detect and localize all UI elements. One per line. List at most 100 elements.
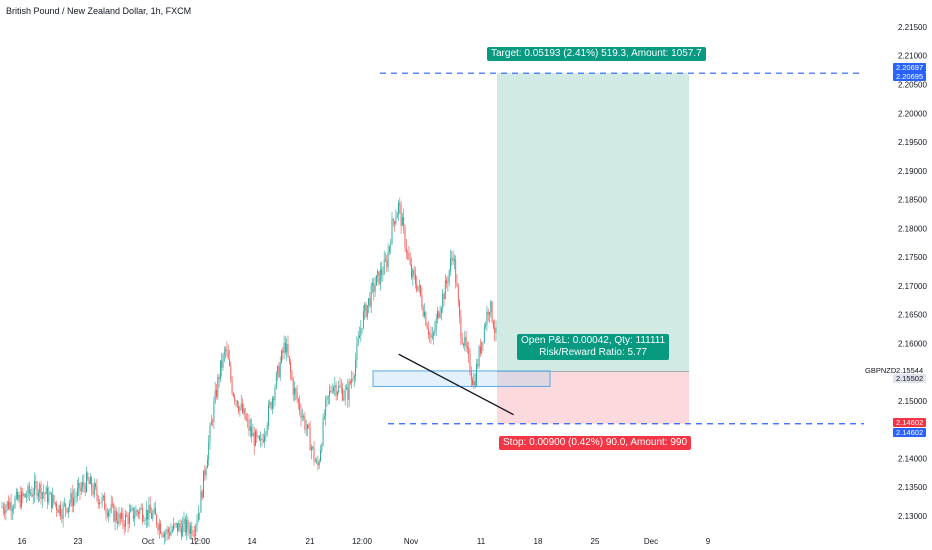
price-tick-label: 2.13000: [898, 512, 927, 521]
candle-body: [86, 472, 87, 492]
candle-body: [353, 376, 355, 380]
candle-body: [275, 373, 277, 389]
target-label: Target: 0.05193 (2.41%) 519.3, Amount: 1…: [487, 47, 706, 62]
time-axis[interactable]: 16 23 Oct 12:00 14 21 12:00 Nov 11 18 25 Dec 9: [18, 537, 711, 546]
candle-body: [439, 313, 441, 318]
candle-body: [195, 526, 197, 536]
time-tick-label: Dec: [644, 537, 658, 546]
candle-body: [47, 487, 48, 503]
candle-body: [204, 470, 206, 476]
candle-body: [477, 364, 479, 367]
candle-body: [65, 503, 67, 509]
candle-body: [360, 328, 362, 336]
candle-body: [197, 513, 199, 522]
candle-body: [485, 325, 487, 327]
candle-body: [381, 269, 383, 275]
candle-body: [455, 259, 457, 283]
candle-body: [438, 311, 440, 318]
candle-body: [160, 523, 162, 534]
candle-body: [399, 202, 401, 206]
candle-body: [119, 513, 121, 519]
candle-body: [409, 259, 411, 265]
candle-body: [347, 387, 349, 400]
candle-body: [154, 508, 156, 515]
candle-body: [170, 531, 172, 536]
candle-body: [486, 311, 488, 326]
candle-body: [212, 421, 214, 422]
position-zones: [372, 72, 864, 425]
candle-body: [386, 260, 388, 268]
candle-body: [260, 438, 262, 441]
candle-body: [174, 523, 176, 525]
candle-body: [398, 202, 399, 214]
candle-body: [301, 416, 303, 418]
candle-body: [54, 502, 56, 504]
candle-body: [108, 511, 110, 517]
candle-body: [203, 470, 204, 498]
symbol-label: GBPNZD: [865, 365, 897, 375]
candle-body: [96, 486, 98, 497]
candle-body: [99, 502, 100, 505]
candle-body: [348, 381, 350, 400]
candle-body: [313, 446, 315, 461]
candle-body: [71, 493, 73, 507]
candle-body: [100, 502, 102, 504]
candle-body: [451, 257, 453, 259]
candle-body: [413, 269, 415, 275]
candle-body: [444, 280, 446, 300]
candle-body: [229, 359, 230, 366]
candle-body: [312, 446, 314, 448]
price-axis[interactable]: 2.21500 2.21000 2.20500 2.20000 2.19500 2.190…: [898, 23, 927, 521]
candle-body: [421, 294, 423, 308]
trendline[interactable]: [398, 353, 514, 416]
candle-body: [338, 385, 340, 393]
candle-body: [63, 503, 65, 505]
candle-body: [396, 213, 398, 219]
candle-body: [287, 344, 289, 356]
candle-body: [453, 259, 455, 262]
candle-body: [430, 333, 432, 338]
target-zone[interactable]: [497, 73, 689, 372]
candle-body: [184, 518, 186, 533]
candle-body: [95, 483, 97, 487]
candle-body: [74, 497, 76, 498]
candle-body: [457, 286, 459, 301]
candle-body: [490, 301, 492, 313]
candle-body: [325, 400, 327, 417]
candle-body: [417, 286, 419, 291]
candle-body: [310, 447, 312, 451]
candle-body: [420, 285, 422, 295]
candle-body: [179, 523, 181, 528]
candle-body: [473, 381, 475, 385]
candle-body: [22, 491, 24, 497]
candle-body: [201, 491, 203, 498]
candle-body: [495, 327, 497, 333]
candle-body: [226, 349, 228, 351]
candle-body: [89, 477, 91, 484]
candle-body: [165, 533, 167, 535]
candle-body: [76, 488, 78, 497]
candle-body: [255, 431, 256, 446]
candle-body: [132, 507, 134, 519]
candle-body: [365, 304, 367, 317]
candle-body: [161, 533, 163, 535]
candle-body: [331, 391, 333, 392]
candle-body: [469, 353, 471, 373]
support-box[interactable]: [372, 370, 551, 387]
stop-zone[interactable]: [497, 371, 689, 424]
price-tick-label: 2.14000: [898, 454, 927, 463]
candle-body: [153, 508, 155, 514]
candle-body: [244, 408, 246, 420]
candle-body: [361, 327, 363, 329]
price-tick-label: 2.20000: [898, 109, 927, 118]
candle-body: [36, 484, 38, 497]
price-tick-label: 2.16500: [898, 311, 927, 320]
candle-body: [407, 252, 409, 253]
candle-body: [238, 406, 240, 412]
candle-body: [140, 507, 142, 510]
candle-body: [26, 496, 28, 498]
candle-body: [11, 509, 13, 512]
candle-body: [465, 336, 467, 347]
candle-body: [37, 492, 39, 497]
